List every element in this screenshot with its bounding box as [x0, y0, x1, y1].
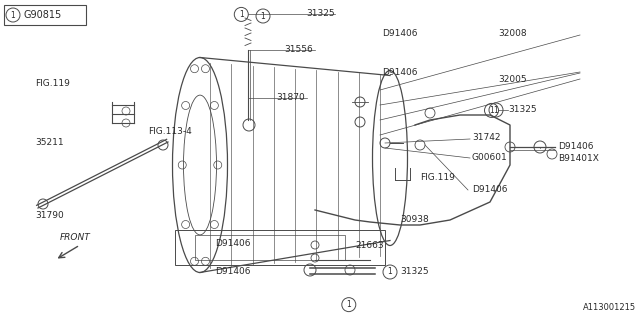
Text: 31556: 31556: [284, 44, 313, 53]
Text: G90815: G90815: [23, 10, 61, 20]
Text: 31742: 31742: [472, 132, 500, 141]
Text: 31870: 31870: [276, 92, 305, 101]
Text: 1: 1: [11, 11, 15, 20]
Text: 1: 1: [489, 106, 494, 115]
Text: D91406: D91406: [215, 239, 250, 249]
Text: B91401X: B91401X: [558, 154, 599, 163]
Text: D91406: D91406: [382, 28, 417, 37]
Text: D91406: D91406: [472, 185, 508, 194]
Text: 1: 1: [260, 12, 266, 20]
Bar: [4, 5, 86, 25]
Text: 21663: 21663: [355, 241, 383, 250]
Text: 31325: 31325: [307, 9, 335, 18]
Text: 31325: 31325: [508, 105, 536, 114]
Text: G00601: G00601: [472, 153, 508, 162]
Text: 31325: 31325: [400, 268, 429, 276]
Text: FIG.113-4: FIG.113-4: [148, 126, 192, 135]
Text: D91406: D91406: [382, 68, 417, 76]
Text: A113001215: A113001215: [583, 303, 636, 312]
Text: 1: 1: [239, 10, 244, 19]
Bar: [175, 230, 385, 265]
Text: 30938: 30938: [400, 215, 429, 225]
Text: 32008: 32008: [498, 28, 527, 37]
Text: FRONT: FRONT: [60, 233, 90, 242]
Text: D91406: D91406: [215, 268, 250, 276]
Text: 31790: 31790: [35, 212, 64, 220]
Text: 1: 1: [493, 106, 499, 115]
Text: D91406: D91406: [558, 141, 593, 150]
Text: 1: 1: [346, 300, 351, 309]
Text: 32005: 32005: [498, 75, 527, 84]
Text: 35211: 35211: [35, 138, 63, 147]
Text: FIG.119: FIG.119: [420, 172, 455, 181]
Text: 1: 1: [388, 268, 392, 276]
Bar: [195, 235, 345, 260]
Text: FIG.119: FIG.119: [35, 78, 70, 87]
